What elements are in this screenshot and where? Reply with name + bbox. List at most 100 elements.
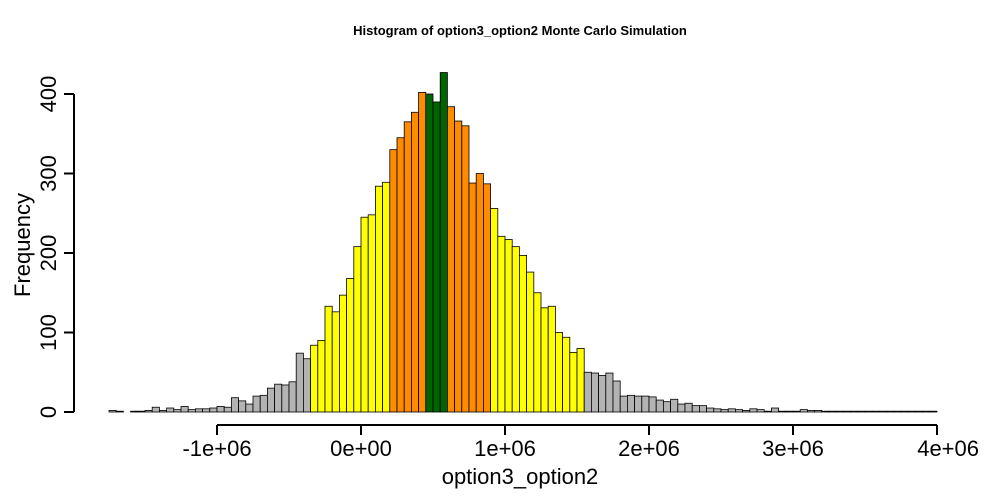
histogram-bar bbox=[893, 410, 902, 413]
histogram-bar bbox=[245, 403, 254, 413]
histogram-bar bbox=[835, 410, 844, 413]
histogram-bar bbox=[663, 401, 672, 413]
histogram-bar bbox=[288, 381, 297, 413]
histogram-bar bbox=[223, 406, 232, 413]
histogram-bar bbox=[238, 400, 247, 413]
x-tick-label: 3e+06 bbox=[762, 436, 824, 461]
x-tick-label: 4e+06 bbox=[917, 436, 979, 461]
histogram-bar bbox=[562, 336, 571, 413]
histogram-bar bbox=[763, 410, 772, 413]
histogram-bar bbox=[792, 410, 801, 413]
histogram-bar bbox=[900, 410, 909, 413]
histogram-bar bbox=[230, 397, 239, 413]
histogram-bar bbox=[634, 395, 643, 413]
histogram-bar bbox=[180, 406, 189, 413]
y-tick-label: 0 bbox=[36, 406, 61, 418]
histogram-bar bbox=[475, 173, 484, 413]
histogram-bar bbox=[353, 246, 362, 413]
histogram-bar bbox=[187, 409, 196, 413]
histogram-bar bbox=[144, 410, 153, 413]
histogram-bar bbox=[655, 399, 664, 413]
histogram-bar bbox=[576, 347, 585, 413]
histogram-bar bbox=[259, 394, 268, 413]
histogram-bar bbox=[612, 380, 621, 413]
histogram-bar bbox=[266, 387, 275, 413]
histogram-bar bbox=[511, 246, 520, 413]
histogram-bar bbox=[194, 408, 203, 413]
histogram-bar bbox=[360, 216, 369, 413]
histogram-bar bbox=[684, 402, 693, 413]
histogram-bar bbox=[648, 396, 657, 413]
histogram-bar bbox=[389, 149, 398, 413]
histogram-bar bbox=[720, 409, 729, 413]
y-tick-label: 400 bbox=[36, 76, 61, 113]
chart-title: Histogram of option3_option2 Monte Carlo… bbox=[353, 23, 687, 38]
histogram-bar bbox=[338, 294, 347, 413]
histogram-bar bbox=[785, 410, 794, 413]
histogram-bar bbox=[446, 106, 455, 413]
histogram-bar bbox=[886, 410, 895, 413]
histogram-bar bbox=[850, 410, 859, 413]
histogram-bar bbox=[396, 137, 405, 413]
histogram-bar bbox=[482, 183, 491, 413]
histogram-bar bbox=[317, 340, 326, 413]
histogram-bar bbox=[346, 278, 355, 413]
histogram-bar bbox=[591, 372, 600, 413]
histogram-bar bbox=[807, 410, 816, 413]
histogram-bar bbox=[555, 332, 564, 413]
histogram-bar bbox=[879, 410, 888, 413]
histogram-bar bbox=[216, 406, 225, 413]
histogram-bar bbox=[864, 410, 873, 413]
histogram-bar bbox=[922, 410, 931, 413]
histogram-bar bbox=[540, 307, 549, 413]
histogram-bar bbox=[857, 410, 866, 413]
histogram-bar bbox=[468, 182, 477, 413]
histogram-bar bbox=[173, 409, 182, 413]
histogram-bar bbox=[461, 125, 470, 413]
histogram-bar bbox=[677, 403, 686, 413]
x-tick-label: 1e+06 bbox=[474, 436, 536, 461]
histogram-bar bbox=[583, 371, 592, 413]
histogram-bar bbox=[713, 408, 722, 413]
histogram-bar bbox=[670, 398, 679, 413]
y-tick-label: 100 bbox=[36, 314, 61, 351]
histogram-bar bbox=[526, 271, 535, 413]
histogram-bar bbox=[727, 408, 736, 413]
histogram-bar bbox=[627, 394, 636, 413]
histogram-bar bbox=[454, 120, 463, 413]
x-axis-title: option3_option2 bbox=[442, 464, 599, 489]
histogram-bar bbox=[497, 235, 506, 413]
histogram-bar bbox=[929, 410, 938, 413]
histogram-bar bbox=[367, 214, 376, 413]
histogram-bar bbox=[871, 410, 880, 413]
histogram-bar bbox=[519, 254, 528, 413]
histogram-bar bbox=[828, 410, 837, 413]
histogram-bar bbox=[490, 208, 499, 413]
y-tick-label: 300 bbox=[36, 155, 61, 192]
x-tick-label: -1e+06 bbox=[182, 436, 251, 461]
histogram-bar bbox=[569, 351, 578, 413]
histogram-bar bbox=[432, 101, 441, 413]
histogram-bar bbox=[915, 410, 924, 413]
histogram-bar bbox=[778, 410, 787, 413]
histogram-bar bbox=[295, 352, 304, 413]
histogram-bar bbox=[382, 181, 391, 413]
histogram-bar bbox=[166, 407, 175, 413]
histogram-bar bbox=[439, 72, 448, 413]
histogram-bar bbox=[699, 405, 708, 413]
histogram-bar bbox=[410, 111, 419, 413]
histogram-bar bbox=[108, 410, 117, 413]
histogram-bar bbox=[598, 375, 607, 413]
histogram-bar bbox=[324, 305, 333, 413]
bars-group bbox=[108, 72, 938, 413]
histogram-bar bbox=[799, 409, 808, 413]
histogram-bar bbox=[533, 292, 542, 413]
histogram-bar bbox=[115, 410, 124, 413]
histogram-bar bbox=[641, 395, 650, 413]
histogram-bar bbox=[158, 410, 167, 413]
histogram-bar bbox=[706, 407, 715, 413]
x-tick-label: 2e+06 bbox=[618, 436, 680, 461]
histogram-bar bbox=[619, 395, 628, 413]
histogram-bar bbox=[821, 410, 830, 413]
